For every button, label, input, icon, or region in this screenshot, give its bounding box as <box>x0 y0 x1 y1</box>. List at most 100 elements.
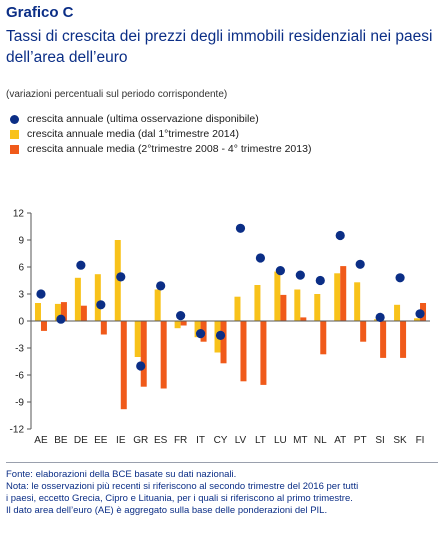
x-tick-label: SI <box>375 435 384 446</box>
legend-label-bar2: crescita annuale media (2°trimestre 2008… <box>27 143 312 155</box>
y-tick-label: 9 <box>18 236 24 247</box>
y-tick-label: -3 <box>15 344 24 355</box>
legend-bar2-swatch <box>10 145 19 154</box>
dot-point <box>176 311 186 321</box>
bar-series-1 <box>394 304 401 321</box>
bar-series-1 <box>354 282 361 321</box>
x-tick-label: ES <box>154 435 168 446</box>
footer-note-3: Il dato area dell’euro (AE) è aggregato … <box>6 505 328 516</box>
dot-point <box>235 223 246 233</box>
x-tick-label: AE <box>34 435 48 446</box>
x-tick-label: FR <box>174 435 187 446</box>
dot-point <box>136 361 146 371</box>
legend-label-dot: crescita annuale (ultima osservazione di… <box>27 113 259 125</box>
dot-point <box>375 312 385 322</box>
bar-series-1 <box>54 303 61 321</box>
x-tick-label: PT <box>354 435 367 446</box>
bar-series-2 <box>160 321 167 389</box>
bar-series-2 <box>80 305 87 321</box>
footer-notes: Fonte: elaborazioni della BCE basate su … <box>6 469 438 517</box>
bar-series-2 <box>400 321 407 358</box>
bar-series-2 <box>360 321 367 342</box>
bar-series-1 <box>74 277 81 321</box>
bar-series-2 <box>220 321 227 364</box>
bar-series-1 <box>34 303 41 321</box>
legend-item-bar1: crescita annuale media (dal 1°trimestre … <box>10 127 311 142</box>
x-tick-label: IE <box>116 435 126 446</box>
legend-bar1-swatch <box>10 130 19 139</box>
dot-point <box>96 300 106 310</box>
x-tick-label: AT <box>334 435 346 446</box>
dot-point <box>156 281 166 291</box>
bar-series-2 <box>280 294 287 321</box>
bar-chart: 12 9 6 3 0 -3 -6 -9 -12 AE BE DE EE IE GR ES FR IT CY LV LT L… <box>10 209 430 446</box>
y-tick-label: -9 <box>15 398 24 409</box>
bar-series-1 <box>114 240 121 321</box>
dot-point <box>395 273 405 283</box>
x-tick-label: GR <box>133 435 148 446</box>
bar-series-1 <box>414 318 421 321</box>
bar-series-2 <box>380 321 387 358</box>
x-tick-label: EE <box>94 435 108 446</box>
x-tick-label: MT <box>293 435 307 446</box>
dot-point <box>36 289 46 299</box>
dot-point <box>415 309 425 319</box>
units-note: (variazioni percentuali sul periodo corr… <box>6 89 228 100</box>
bar-series-2 <box>260 321 267 385</box>
bar-series-2 <box>180 321 187 326</box>
dot-point <box>255 253 266 263</box>
y-tick-label: -6 <box>15 371 24 382</box>
y-tick-label: -12 <box>10 425 25 436</box>
bar-series-1 <box>334 273 341 321</box>
chart-label: Grafico C <box>6 4 74 21</box>
bar-series-2 <box>60 302 67 321</box>
chart-title: Tassi di crescita dei prezzi degli immob… <box>6 28 433 66</box>
legend-label-bar1: crescita annuale media (dal 1°trimestre … <box>27 128 239 140</box>
x-tick-label: FI <box>416 435 425 446</box>
bar-series-1 <box>134 321 141 357</box>
bar-series-2 <box>240 321 247 382</box>
x-tick-label: SK <box>393 435 407 446</box>
bar-series-2 <box>320 321 327 355</box>
footer-source: Fonte: elaborazioni della BCE basate su … <box>6 469 237 480</box>
bar-series-2 <box>300 317 307 321</box>
dot-point <box>355 259 365 269</box>
dot-point <box>295 270 305 280</box>
dot-point <box>116 272 126 282</box>
legend-dot-swatch <box>10 115 19 124</box>
x-tick-label: IT <box>196 435 205 446</box>
x-tick-label: NL <box>314 435 327 446</box>
dot-point <box>195 329 206 339</box>
bar-series-1 <box>254 285 261 321</box>
bar-series-1 <box>314 294 321 321</box>
dot-point <box>215 330 226 340</box>
bar-series-1 <box>174 321 181 329</box>
bar-series-1 <box>274 271 281 321</box>
dot-point <box>315 275 325 286</box>
footer-divider <box>6 462 438 463</box>
bar-series-1 <box>194 321 201 338</box>
y-tick-label: 6 <box>18 263 24 274</box>
bar-series-1 <box>94 274 101 321</box>
x-tick-label: LU <box>274 435 287 446</box>
legend-item-dot: crescita annuale (ultima osservazione di… <box>10 112 311 127</box>
x-tick-label: LT <box>255 435 266 446</box>
x-tick-label: BE <box>54 435 68 446</box>
bar-series-2 <box>140 321 147 387</box>
bar-series-1 <box>234 296 241 321</box>
x-tick-label: DE <box>74 435 88 446</box>
x-tick-label: LV <box>235 435 247 446</box>
legend-item-bar2: crescita annuale media (2°trimestre 2008… <box>10 142 311 157</box>
dot-point <box>275 266 285 276</box>
y-tick-label: 0 <box>18 317 24 328</box>
dot-point <box>56 314 66 324</box>
bar-series-2 <box>100 321 107 335</box>
y-tick-label: 12 <box>13 209 25 220</box>
bar-series-2 <box>40 321 47 331</box>
dot-point <box>335 230 345 241</box>
legend: crescita annuale (ultima osservazione di… <box>10 112 311 157</box>
y-tick-label: 3 <box>18 290 24 301</box>
bar-series-1 <box>294 289 301 321</box>
bar-series-2 <box>120 321 127 410</box>
footer-note-1: Nota: le osservazioni più recenti si rif… <box>6 481 359 492</box>
